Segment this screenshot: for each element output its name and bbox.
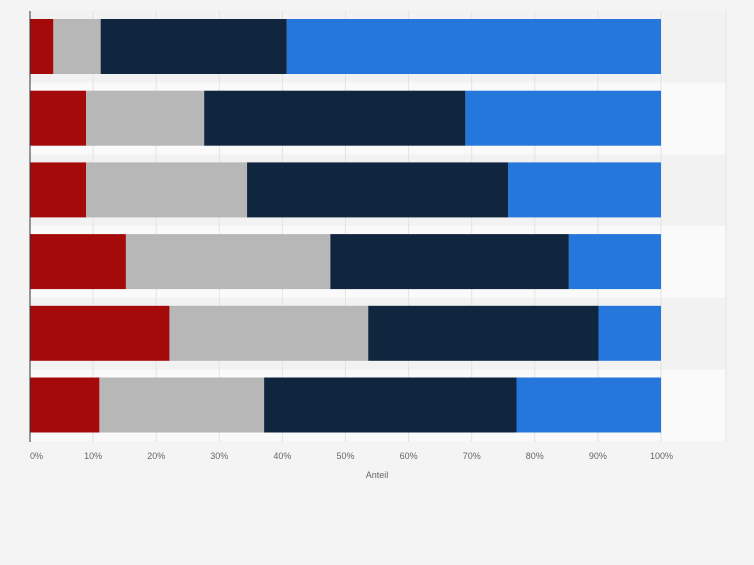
bar-segment-row1-series4 bbox=[286, 19, 661, 74]
bar-segment-row3-series2 bbox=[86, 162, 248, 218]
x-tick-label: 70% bbox=[463, 451, 481, 461]
bar-segment-row5-series4 bbox=[598, 305, 661, 361]
bar-segment-row4-series4 bbox=[568, 234, 661, 290]
bar-segment-row6-series2 bbox=[99, 377, 265, 433]
bar-segment-row2-series3 bbox=[204, 90, 466, 146]
bar-segment-row3-series4 bbox=[508, 162, 661, 218]
bar-segment-row1-series2 bbox=[53, 19, 101, 74]
bar-segment-row5-series3 bbox=[368, 305, 599, 361]
bar-segment-row3-series1 bbox=[30, 162, 87, 218]
x-tick-label: 60% bbox=[400, 451, 418, 461]
bar-segment-row4-series1 bbox=[30, 234, 126, 290]
bar-segment-row4-series2 bbox=[125, 234, 331, 290]
row-bands bbox=[30, 11, 726, 442]
x-axis: 0% 10% 20% 30% 40% 50% 60% 70% 80% 90% 100% bbox=[29, 11, 673, 461]
x-tick-label: 40% bbox=[273, 451, 291, 461]
x-tick-label: 30% bbox=[210, 451, 228, 461]
bar-segment-row1-series1 bbox=[30, 19, 54, 74]
bar-segment-row5-series1 bbox=[30, 305, 170, 361]
x-tick-label: 90% bbox=[589, 451, 607, 461]
bars bbox=[30, 19, 661, 433]
x-tick-label: 0% bbox=[30, 451, 43, 461]
x-tick-label: 80% bbox=[526, 451, 544, 461]
bar-segment-row2-series1 bbox=[30, 90, 87, 146]
bar-segment-row2-series2 bbox=[86, 90, 205, 146]
bar-segment-row3-series3 bbox=[247, 162, 509, 218]
x-axis-title: Anteil bbox=[366, 470, 389, 480]
bar-segment-row2-series4 bbox=[465, 90, 661, 146]
bar-segment-row5-series2 bbox=[169, 305, 369, 361]
bar-segment-row6-series3 bbox=[264, 377, 517, 433]
bar-segment-row6-series4 bbox=[516, 377, 661, 433]
x-tick-label: 100% bbox=[650, 451, 673, 461]
bar-segment-row4-series3 bbox=[330, 234, 569, 290]
x-tick-label: 50% bbox=[336, 451, 354, 461]
x-tick-label: 10% bbox=[84, 451, 102, 461]
bar-segment-row1-series3 bbox=[100, 19, 287, 74]
x-tick-label: 20% bbox=[147, 451, 165, 461]
bar-segment-row6-series1 bbox=[30, 377, 100, 433]
